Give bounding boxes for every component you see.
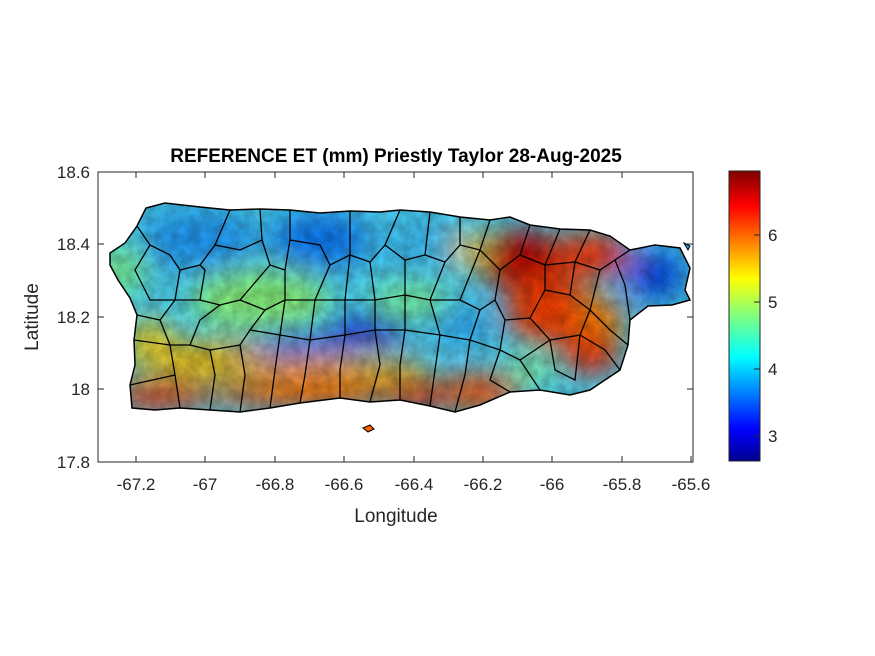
municipality-boundaries	[109, 202, 692, 413]
y-tick-label: 18.4	[57, 235, 90, 254]
y-tick-labels: 18.6 18.4 18.2 18 17.8	[57, 163, 90, 472]
et-heatmap	[110, 203, 690, 412]
y-tick-label: 18.2	[57, 308, 90, 327]
colorbar-tick-label: 3	[768, 427, 777, 446]
y-tick-label: 17.8	[57, 453, 90, 472]
y-axis-label: Latitude	[22, 283, 43, 351]
x-axis-label: Longitude	[354, 506, 437, 527]
colorbar-tick-marks	[754, 234, 760, 437]
colorbar	[728, 170, 761, 462]
x-tick-label: -65.8	[603, 475, 642, 494]
x-tick-label: -65.6	[672, 475, 711, 494]
y-tick-label: 18.6	[57, 163, 90, 182]
x-tick-labels: -67.2 -67 -66.8 -66.6 -66.4 -66.2 -66 -6…	[117, 475, 711, 494]
y-tick-label: 18	[71, 380, 90, 399]
chart-title: REFERENCE ET (mm) Priestly Taylor 28-Aug…	[170, 146, 622, 167]
x-tick-label: -66.8	[256, 475, 295, 494]
colorbar-tick-label: 5	[768, 293, 777, 312]
x-tick-label: -66.4	[395, 475, 434, 494]
colorbar-tick-labels: 6 5 4 3	[768, 226, 777, 446]
colorbar-tick-label: 4	[768, 360, 777, 379]
y-tick-marks	[98, 171, 693, 463]
x-tick-label: -66	[540, 475, 565, 494]
colorbar-tick-label: 6	[768, 226, 777, 245]
offshore-island	[362, 424, 375, 433]
x-tick-label: -66.6	[325, 475, 364, 494]
x-tick-label: -66.2	[464, 475, 503, 494]
x-tick-label: -67.2	[117, 475, 156, 494]
x-tick-marks	[135, 172, 692, 462]
x-tick-label: -67	[193, 475, 218, 494]
